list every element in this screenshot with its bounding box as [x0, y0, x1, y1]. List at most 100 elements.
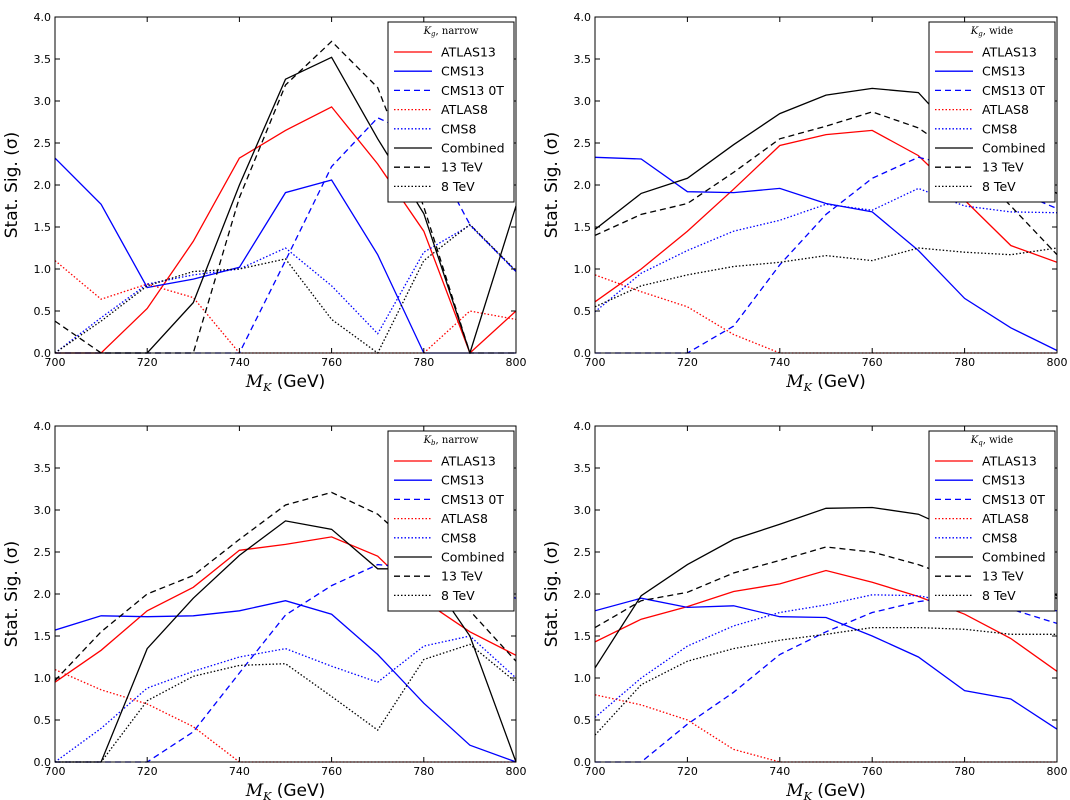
- y-tick-label: 2.0: [574, 588, 592, 601]
- y-tick-label: 0.0: [574, 756, 592, 769]
- x-axis-unit: (GeV): [271, 372, 325, 392]
- x-tick-label: 800: [506, 765, 527, 778]
- y-tick-label: 4.0: [34, 420, 52, 433]
- legend-entry-label: CMS13: [982, 473, 1025, 488]
- y-tick-label: 1.5: [34, 221, 52, 234]
- series-line-cms13: [595, 597, 1057, 730]
- x-tick-label: 720: [137, 765, 158, 778]
- y-tick-label: 3.5: [34, 53, 52, 66]
- x-axis-label: MK (GeV): [245, 781, 326, 800]
- series-group: [595, 506, 1057, 763]
- x-tick-label: 740: [769, 356, 790, 369]
- y-tick-label: 1.5: [574, 221, 592, 234]
- legend-title-text: , narrow: [436, 435, 479, 446]
- legend-entry-label: ATLAS13: [982, 454, 1037, 469]
- y-tick-label: 3.5: [574, 53, 592, 66]
- y-tick-label: 1.5: [574, 630, 592, 643]
- series-line-atlas13: [55, 106, 516, 354]
- series-line-atlas13: [595, 569, 1057, 672]
- y-axis-label: Stat. Sig. (σ): [542, 132, 562, 239]
- legend-title: Kq, wide: [970, 435, 1013, 447]
- legend-title-text: , wide: [983, 435, 1014, 446]
- x-axis-symbol: M: [785, 372, 804, 392]
- y-tick-label: 0.0: [34, 347, 52, 360]
- legend-title-text: , wide: [983, 26, 1014, 37]
- y-tick-label: 3.0: [34, 504, 52, 517]
- legend-title-symbol: K: [423, 435, 432, 446]
- legend-entry-label: CMS8: [441, 121, 476, 136]
- x-axis-subscript: K: [803, 790, 813, 800]
- legend-entry-label: CMS13 0T: [982, 83, 1045, 98]
- series-line-cms8: [595, 187, 1057, 313]
- legend-entry-label: 13 TeV: [441, 569, 483, 584]
- legend-title-symbol: K: [423, 26, 432, 37]
- x-axis-symbol: M: [785, 781, 804, 800]
- y-axis-label: Stat. Sig. (σ): [542, 541, 562, 648]
- legend-entry-label: 13 TeV: [982, 160, 1024, 175]
- y-tick-label: 0.0: [574, 347, 592, 360]
- x-tick-label: 700: [45, 356, 66, 369]
- y-tick-label: 3.5: [34, 462, 52, 475]
- y-tick-label: 2.5: [34, 546, 52, 559]
- x-tick-label: 700: [45, 765, 66, 778]
- x-tick-label: 760: [321, 765, 342, 778]
- x-axis-symbol: M: [245, 781, 264, 800]
- legend-entry-label: CMS13: [441, 473, 484, 488]
- series-line-atlas8: [55, 669, 516, 763]
- series-line-atlas8: [595, 694, 1057, 763]
- y-tick-label: 3.0: [34, 95, 52, 108]
- y-tick-label: 4.0: [574, 11, 592, 24]
- series-line-13-tev: [55, 40, 516, 354]
- y-tick-label: 1.5: [34, 630, 52, 643]
- chart-panel-3: 700 720 740 760 780 800 0.0 0.5 1.0 1.5 2.0 2.5 3.0 3…: [2, 420, 527, 800]
- series-line-atlas8: [595, 274, 1057, 354]
- x-tick-label: 720: [677, 765, 698, 778]
- x-tick-label: 800: [1047, 356, 1068, 369]
- legend-entry-label: ATLAS13: [982, 45, 1037, 60]
- y-tick-label: 0.5: [34, 714, 52, 727]
- legend-title: Kg, wide: [970, 26, 1013, 38]
- y-tick-label: 4.0: [34, 11, 52, 24]
- legend-entry-label: 8 TeV: [982, 179, 1016, 194]
- series-line-cms13: [595, 156, 1057, 352]
- series-line-atlas8: [55, 260, 516, 354]
- y-tick-label: 3.5: [574, 462, 592, 475]
- series-line-cms8: [595, 594, 1057, 718]
- x-tick-label: 780: [413, 765, 434, 778]
- series-line-cms13: [55, 600, 516, 763]
- legend-title: Kb, narrow: [423, 435, 479, 447]
- x-axis-unit: (GeV): [812, 372, 866, 392]
- x-axis-unit: (GeV): [812, 781, 866, 800]
- legend-title-subscript: b: [431, 439, 436, 447]
- x-axis-subscript: K: [262, 790, 272, 800]
- legend-entry-label: ATLAS13: [441, 454, 496, 469]
- legend-entry-label: Combined: [982, 141, 1046, 156]
- series-line-8-tev: [55, 643, 516, 763]
- y-tick-label: 0.5: [574, 305, 592, 318]
- series-line-8-tev: [595, 626, 1057, 736]
- x-tick-label: 780: [954, 765, 975, 778]
- legend-entry-label: ATLAS8: [441, 102, 488, 117]
- x-tick-label: 740: [229, 356, 250, 369]
- legend-entry-label: Combined: [441, 141, 505, 156]
- legend-entry-label: CMS8: [982, 121, 1017, 136]
- legend-entry-label: Combined: [982, 550, 1046, 565]
- x-tick-label: 740: [229, 765, 250, 778]
- legend-entry-label: ATLAS8: [441, 511, 488, 526]
- x-tick-label: 780: [954, 356, 975, 369]
- legend-title-subscript: q: [978, 439, 983, 447]
- legend-entry-label: 8 TeV: [441, 179, 475, 194]
- legend-entry-label: CMS13 0T: [982, 492, 1045, 507]
- legend-title-subscript: g: [431, 30, 436, 38]
- legend-entry-label: ATLAS8: [982, 102, 1029, 117]
- y-tick-label: 1.0: [574, 672, 592, 685]
- x-tick-label: 760: [862, 356, 883, 369]
- x-axis-symbol: M: [245, 372, 264, 392]
- legend-entry-label: CMS13 0T: [441, 492, 504, 507]
- legend: Kg, wide ATLAS13 CMS13 CMS13 0T ATLAS8 CMS8 Co…: [928, 21, 1056, 203]
- x-tick-label: 700: [585, 765, 606, 778]
- y-axis-label: Stat. Sig. (σ): [2, 541, 22, 648]
- legend-entry-label: ATLAS13: [441, 45, 496, 60]
- legend-title-text: , narrow: [436, 26, 479, 37]
